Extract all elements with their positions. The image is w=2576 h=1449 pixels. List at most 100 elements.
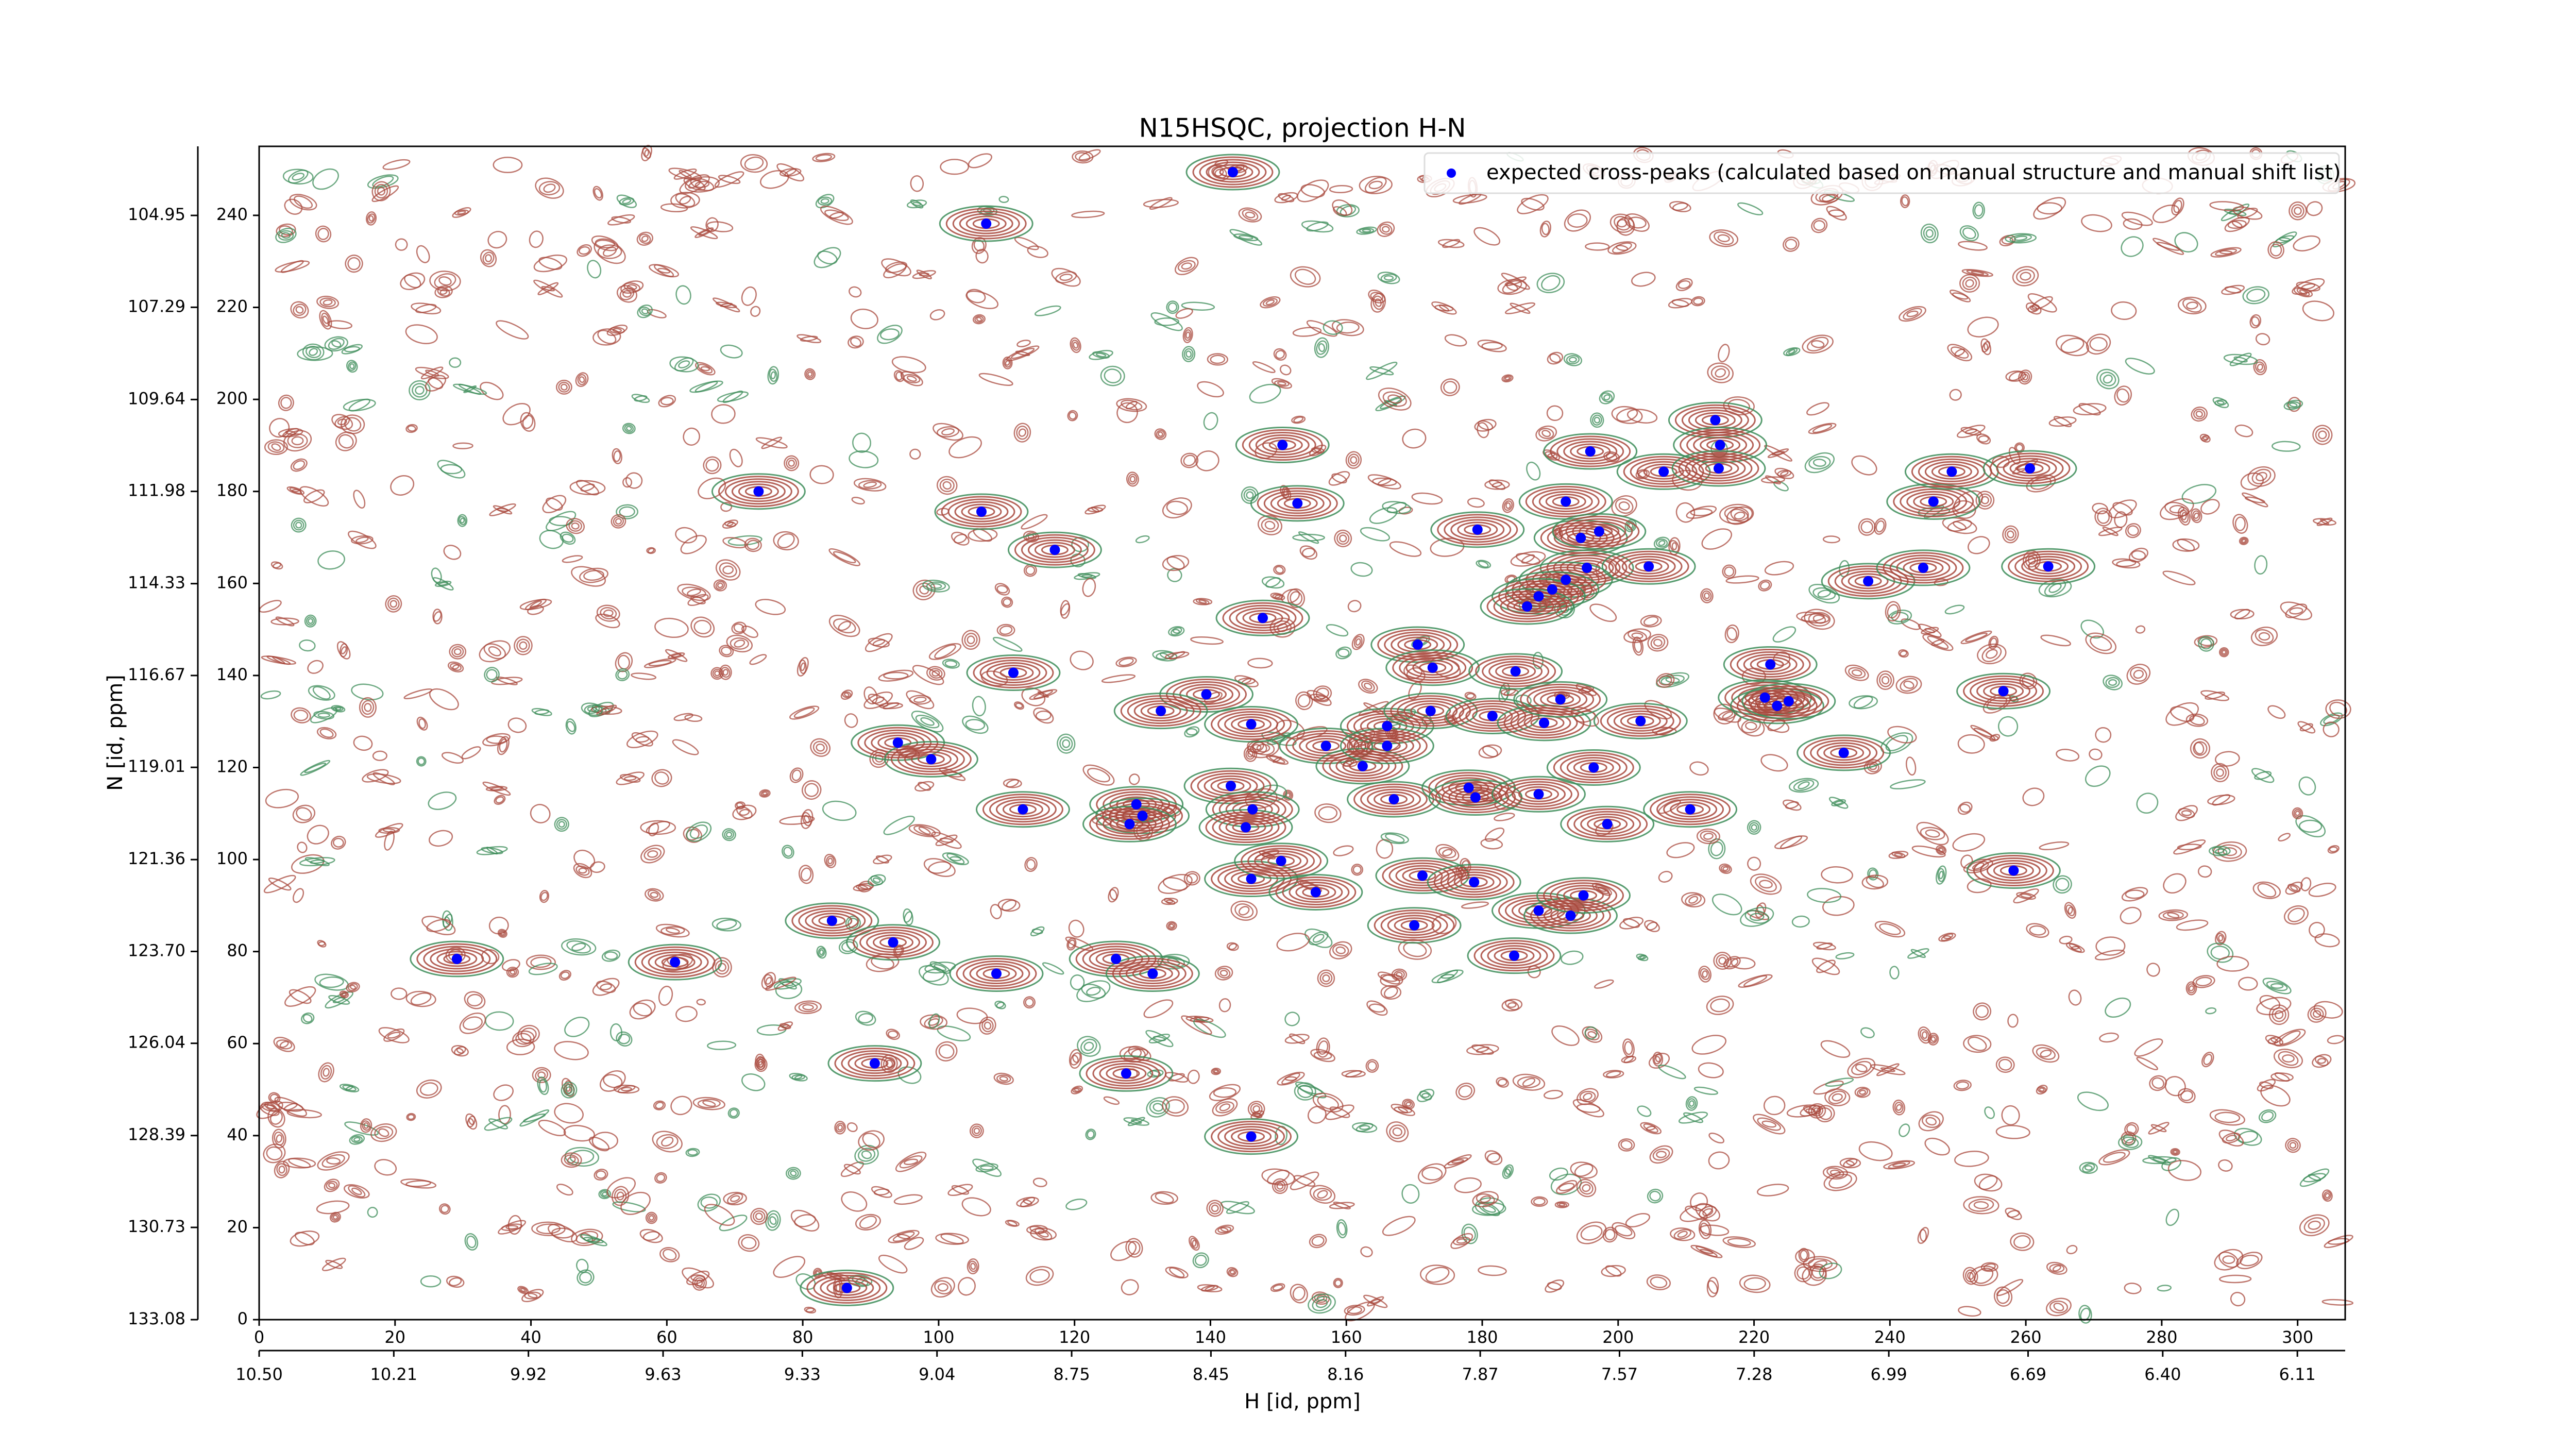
noise-contour — [2078, 403, 2101, 416]
noise-contour — [1785, 239, 1798, 250]
noise-contour — [1311, 1236, 1325, 1246]
noise-contour — [648, 547, 655, 553]
noise-contour — [919, 273, 929, 277]
peak-contour — [1491, 578, 1586, 615]
noise-contour — [367, 174, 399, 189]
noise-contour — [1567, 213, 1588, 228]
noise-contour — [613, 450, 621, 462]
noise-contour — [1213, 1087, 1237, 1098]
noise-contour — [1541, 430, 1551, 437]
cross-peak — [1121, 1068, 1131, 1079]
noise-contour — [747, 540, 760, 550]
noise-contour — [2247, 466, 2276, 487]
noise-contour — [600, 1070, 626, 1092]
noise-contour — [779, 815, 815, 825]
noise-contour — [1318, 1040, 1329, 1055]
x2-tick-label: 7.57 — [1601, 1364, 1638, 1384]
noise-contour — [609, 1023, 622, 1041]
noise-contour — [1720, 865, 1731, 873]
noise-contour — [2231, 221, 2243, 228]
noise-contour — [304, 857, 330, 866]
cross-peak — [1425, 705, 1436, 716]
noise-contour — [1888, 851, 1909, 859]
y2-tick-label: 107.29 — [128, 296, 185, 316]
noise-contour — [786, 457, 798, 469]
noise-contour — [530, 804, 551, 823]
noise-contour — [1292, 1286, 1306, 1301]
noise-contour — [648, 660, 672, 667]
noise-contour — [924, 962, 956, 974]
noise-contour — [840, 689, 853, 700]
noise-contour — [713, 579, 727, 592]
noise-contour — [934, 644, 956, 659]
peak-contour — [648, 951, 702, 973]
noise-contour — [2095, 936, 2126, 956]
peak-contour — [1217, 711, 1285, 738]
noise-contour — [1184, 329, 1192, 341]
peak-contour — [1810, 739, 1878, 766]
noise-contour — [1960, 630, 1992, 645]
noise-contour — [976, 316, 982, 322]
noise-contour — [1726, 627, 1738, 641]
noise-contour — [741, 1236, 757, 1250]
cross-peak — [1838, 747, 1849, 758]
noise-contour — [1181, 1015, 1212, 1035]
noise-contour — [694, 1277, 705, 1289]
cross-peak — [1575, 532, 1586, 543]
noise-contour — [263, 874, 296, 894]
peak-contour — [846, 924, 941, 961]
noise-contour — [713, 297, 740, 313]
noise-contour — [1198, 599, 1207, 604]
noise-contour — [1274, 1180, 1286, 1192]
noise-contour — [2040, 634, 2072, 647]
noise-contour — [789, 767, 804, 783]
noise-contour — [1070, 650, 1094, 670]
noise-contour — [2208, 846, 2231, 856]
noise-contour — [284, 198, 303, 215]
cross-peak — [1928, 496, 1939, 507]
noise-contour — [789, 1073, 808, 1082]
noise-contour — [705, 459, 719, 472]
noise-contour — [2324, 1235, 2353, 1249]
noise-contour — [872, 877, 881, 883]
legend-marker — [1447, 169, 1456, 178]
noise-contour — [565, 1086, 573, 1094]
noise-contour — [665, 927, 680, 934]
noise-contour — [1719, 863, 1732, 874]
noise-contour — [1693, 1086, 1718, 1095]
noise-contour — [353, 735, 373, 751]
noise-contour — [1880, 1067, 1895, 1072]
noise-contour — [1890, 779, 1926, 789]
noise-contour — [1450, 1233, 1473, 1249]
noise-contour — [1822, 194, 1836, 202]
noise-contour — [694, 381, 718, 393]
noise-contour — [1458, 1085, 1472, 1098]
peak-contour — [1079, 1055, 1174, 1092]
noise-contour — [467, 993, 483, 1007]
noise-contour — [1082, 578, 1096, 597]
noise-contour — [820, 198, 829, 204]
noise-contour — [2303, 1217, 2325, 1234]
peak-contour — [1295, 884, 1336, 900]
noise-contour — [2210, 247, 2242, 258]
noise-contour — [346, 360, 358, 373]
noise-contour — [909, 695, 931, 705]
noise-contour — [2121, 211, 2153, 226]
noise-contour — [2001, 237, 2014, 245]
noise-contour — [351, 1135, 363, 1143]
noise-contour — [923, 858, 956, 877]
noise-contour — [968, 153, 992, 169]
noise-contour — [1377, 221, 1395, 237]
noise-contour — [612, 448, 622, 464]
noise-contour — [2299, 1214, 2330, 1237]
noise-contour — [1128, 1240, 1141, 1255]
noise-contour — [696, 1279, 703, 1287]
peak-contour — [826, 1279, 868, 1296]
noise-contour — [646, 547, 656, 554]
noise-contour — [1076, 980, 1111, 1002]
noise-contour — [1368, 1003, 1385, 1013]
noise-contour — [529, 230, 544, 248]
noise-contour — [1963, 1035, 1992, 1053]
noise-contour — [1068, 919, 1084, 938]
peak-contour — [1247, 848, 1315, 874]
